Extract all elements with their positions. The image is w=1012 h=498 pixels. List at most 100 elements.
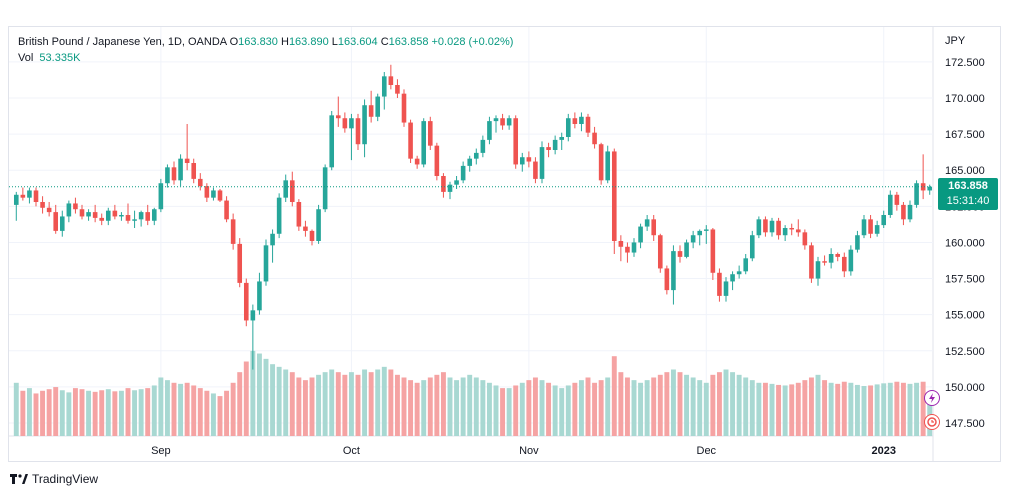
volume-label: Vol [18, 52, 34, 64]
volume-bar [598, 380, 604, 436]
volume-bar [427, 377, 433, 436]
candle-body [335, 115, 341, 119]
candle-body [73, 203, 78, 210]
volume-bar [611, 356, 617, 436]
candle-body [500, 118, 505, 126]
candle-body [217, 190, 223, 201]
candle-body [513, 118, 519, 165]
volume-bar [289, 372, 295, 436]
candle-body [493, 118, 499, 122]
legend-open-label: O [229, 36, 239, 48]
candle-body [657, 235, 663, 269]
candle-body [855, 235, 860, 250]
candle-body [697, 230, 703, 236]
volume-bar [808, 377, 814, 436]
volume-bar [243, 361, 249, 436]
volume-bar [414, 382, 420, 436]
candle-body [552, 139, 558, 150]
volume-bar [486, 382, 492, 436]
volume-bar [703, 382, 709, 436]
volume-bar [815, 374, 821, 436]
volume-bar [401, 377, 407, 436]
volume-bar [618, 372, 624, 436]
event-flash-icon[interactable] [924, 390, 940, 406]
chart-legend: British Pound / Japanese Yen, 1D, OANDA … [18, 36, 513, 48]
candle-body [408, 122, 413, 159]
x-tick-label: Nov [519, 445, 539, 457]
candle-body [119, 215, 124, 217]
candle-body [605, 151, 611, 181]
y-tick-label: 157.500 [945, 274, 985, 286]
candle-body [105, 210, 111, 221]
candle-body [125, 215, 131, 221]
volume-bar [565, 385, 571, 436]
candle-body [27, 190, 32, 198]
volume-bar [329, 369, 335, 436]
volume-bar [546, 382, 552, 436]
volume-bar [375, 369, 381, 436]
legend-open-value: 163.830 [238, 36, 278, 48]
candle-body [723, 281, 729, 296]
volume-bar [447, 377, 453, 436]
volume-bar [79, 389, 85, 436]
volume-bar [335, 372, 341, 436]
candle-body [46, 207, 52, 213]
footer[interactable]: TradingView [10, 472, 98, 486]
volume-bar [585, 377, 591, 436]
volume-bar [237, 372, 243, 436]
candle-body [802, 232, 808, 246]
candle-body [20, 194, 26, 198]
volume-bar [532, 377, 538, 436]
volume-bar [920, 381, 926, 436]
candle-body [395, 85, 400, 94]
volume-bar [191, 385, 197, 436]
volume-bar [841, 381, 847, 436]
volume-value: 53.335K [39, 52, 81, 64]
volume-bar [868, 385, 874, 436]
event-clock-icon[interactable] [924, 414, 940, 430]
candle-body [598, 144, 604, 181]
candle-body [822, 261, 827, 263]
volume-bar [164, 380, 170, 436]
candle-body [828, 254, 834, 263]
volume-bar [657, 374, 663, 436]
candle-body [158, 183, 164, 210]
volume-bar [506, 388, 512, 436]
volume-bar [151, 385, 157, 436]
volume-bar [677, 372, 683, 436]
candle-body [454, 180, 459, 185]
candle-body [86, 212, 91, 217]
volume-bar [204, 390, 210, 436]
volume-bar [381, 366, 387, 436]
candle-body [316, 209, 321, 241]
volume-bar [296, 377, 302, 436]
volume-bar [881, 383, 887, 436]
candle-body [224, 200, 229, 220]
volume-bar [743, 377, 749, 436]
volume-bar [710, 374, 716, 436]
candle-body [388, 76, 394, 85]
candle-body [237, 243, 243, 283]
candle-body [914, 183, 919, 205]
candle-body [506, 118, 512, 126]
volume-bar [408, 380, 414, 436]
volume-bar [105, 389, 111, 436]
volume-bar [178, 383, 184, 436]
y-tick-label: 152.500 [945, 346, 985, 358]
volume-bar [887, 382, 893, 436]
volume-bar [467, 374, 473, 436]
volume-bar [894, 381, 900, 436]
candle-body [841, 256, 847, 272]
y-tick-label: 150.000 [945, 382, 985, 394]
volume-bar [421, 380, 427, 436]
candle-body [289, 180, 295, 202]
volume-bar [493, 385, 499, 436]
candle-body [362, 105, 367, 145]
x-tick-label: 2023 [871, 445, 895, 457]
candle-body [270, 233, 275, 246]
volume-bar [388, 369, 394, 436]
volume-bar [184, 382, 190, 436]
candle-body [559, 137, 565, 140]
candle-body [579, 116, 584, 124]
